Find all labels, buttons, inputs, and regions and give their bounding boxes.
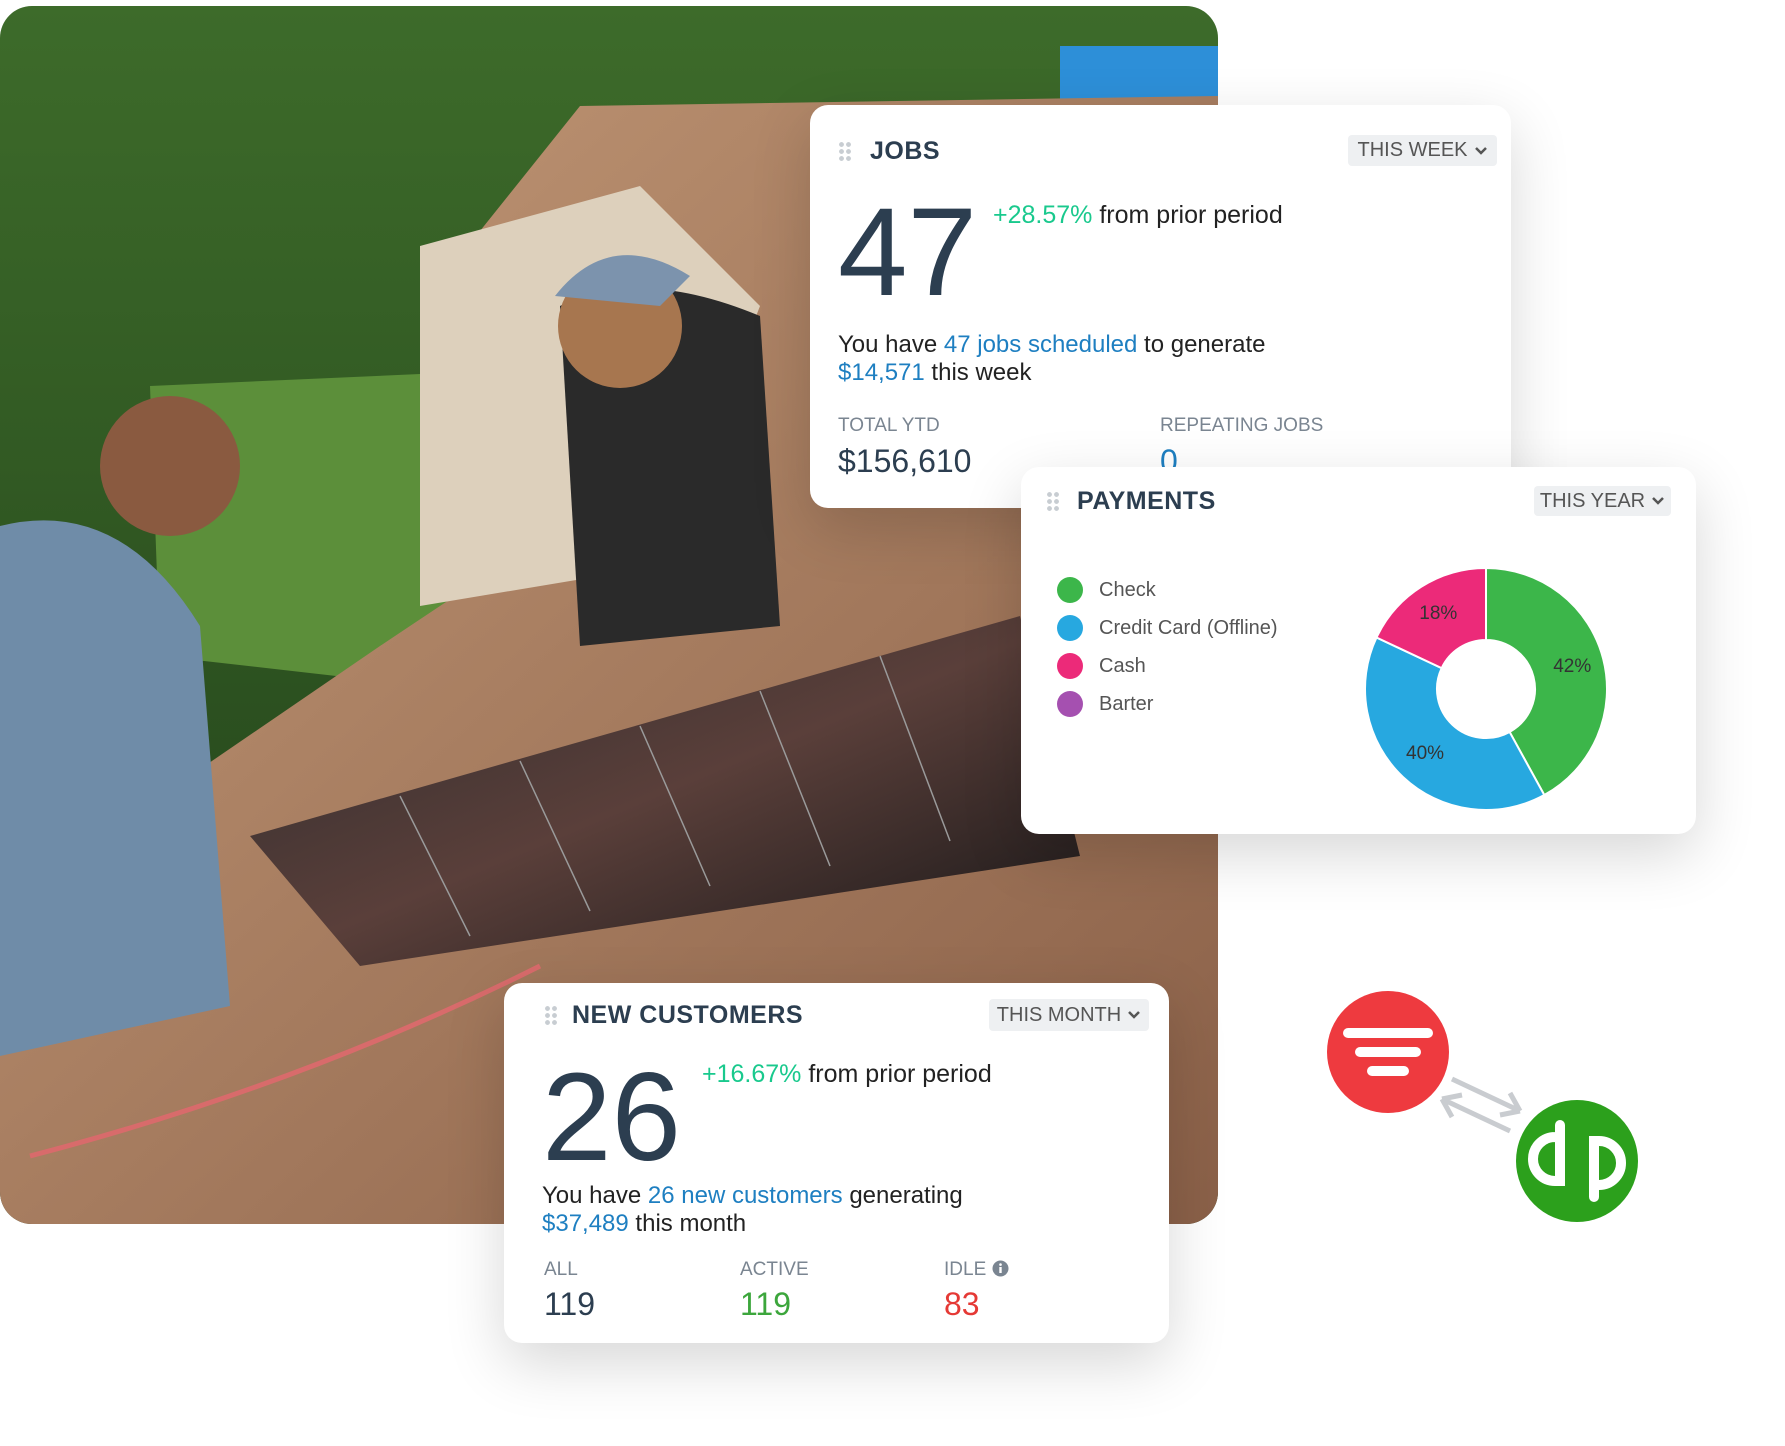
stat-label: TOTAL YTD [838,415,940,436]
legend-item[interactable]: Barter [1057,691,1153,717]
text: this month [628,1210,747,1237]
stat-value: 83 [944,1286,980,1322]
drag-handle[interactable] [1046,491,1060,511]
legend-item[interactable]: Cash [1057,653,1146,679]
card-title: JOBS [870,137,941,165]
text: You have [838,331,944,358]
card-title: PAYMENTS [1077,487,1216,515]
stat-label: ACTIVE [740,1259,809,1280]
legend-item[interactable]: Credit Card (Offline) [1057,615,1278,641]
slice-label: 42% [1553,656,1591,677]
info-icon[interactable] [992,1260,1009,1277]
period: THIS WEEK [1357,139,1468,161]
change-text: from prior period [808,1060,992,1088]
stat-label: REPEATING JOBS [1160,415,1324,436]
legend-swatch [1057,691,1083,717]
period: THIS MONTH [996,1003,1122,1026]
summary: You have 26 new customers generating $37… [542,1182,1002,1238]
legend-item[interactable]: Check [1057,577,1156,603]
chevron [1128,1011,1141,1019]
donut-slice [1485,566,1608,797]
legend-label: Barter [1099,692,1154,715]
slice-label: 18% [1419,603,1457,624]
payments-card: PAYMENTS THIS YEAR Check Credit Card (Off… [1021,467,1696,834]
link[interactable]: 26 new customers [647,1182,843,1209]
link[interactable]: $14,571 [838,359,925,386]
chevron [1474,146,1487,155]
jobs-card: JOBS THIS WEEK 47 +28.57% from prior per… [810,105,1511,508]
period-dropdown[interactable]: THIS WEEK [1348,135,1497,166]
donut-chart: 42% 40% 18% [1364,566,1608,811]
card-title: NEW CUSTOMERS [572,1001,804,1029]
slice-label: 40% [1406,743,1444,764]
period-dropdown[interactable]: THIS YEAR [1534,486,1671,516]
drag-handle[interactable] [838,141,852,161]
stat-value: 119 [544,1286,596,1322]
stat-value: 119 [740,1286,792,1322]
stat-label: IDLE [944,1259,1009,1281]
change-pct: +16.67% [702,1060,802,1088]
summary: You have 47 jobs scheduled to generate $… [838,331,1318,387]
legend-swatch [1057,577,1083,603]
legend-label: Credit Card (Offline) [1099,616,1278,639]
donut-slice [1364,636,1546,811]
change: +16.67% from prior period [702,1060,992,1089]
legend-swatch [1057,615,1083,641]
change: +28.57% from prior period [993,201,1283,230]
link[interactable]: $37,489 [542,1210,629,1237]
text: this week [924,359,1032,386]
count: 26 [542,1048,682,1187]
legend-swatch [1057,653,1083,679]
legend-label: Cash [1099,654,1146,677]
period: THIS YEAR [1539,489,1646,512]
text: You have [542,1182,648,1209]
text: to generate [1137,331,1266,358]
drag-handle[interactable] [544,1005,558,1025]
count: 47 [838,183,978,322]
change-text: from prior period [1099,201,1283,229]
text: generating [842,1182,963,1209]
label: IDLE [944,1259,987,1280]
donut-slice [1375,566,1487,670]
link[interactable]: 47 jobs scheduled [943,331,1138,358]
new-customers-card: NEW CUSTOMERS THIS MONTH 26 +16.67% from… [504,983,1169,1343]
integration-logos [1327,991,1638,1222]
stat-value: $156,610 [838,443,972,479]
change-pct: +28.57% [993,201,1093,229]
period-dropdown[interactable]: THIS MONTH [989,999,1149,1031]
legend-label: Check [1099,578,1156,601]
stat-label: ALL [544,1259,578,1280]
chevron [1652,497,1664,505]
